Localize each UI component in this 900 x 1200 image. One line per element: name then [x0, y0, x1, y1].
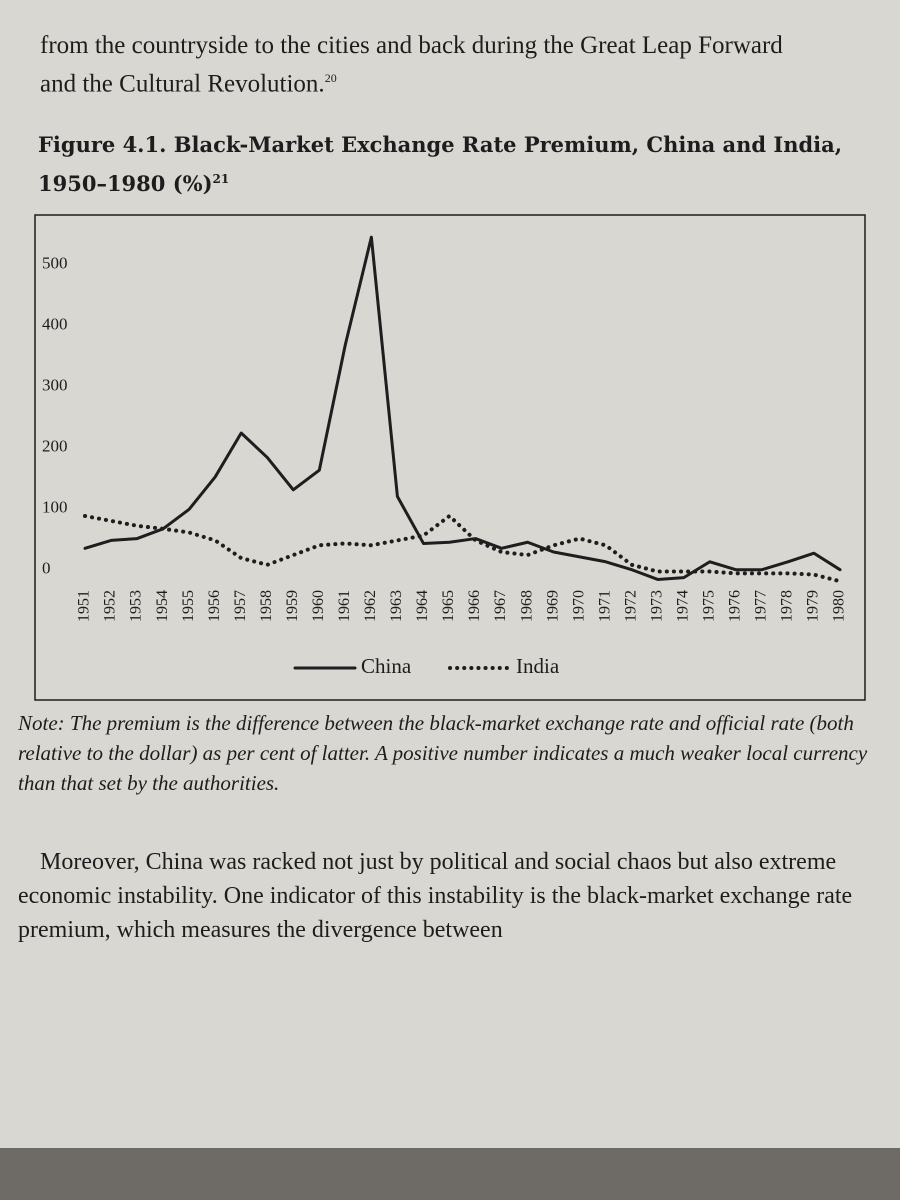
y-tick-label: 0	[42, 559, 51, 578]
x-tick-label: 1963	[388, 590, 405, 622]
footnote-ref: 21	[212, 172, 230, 186]
y-tick-label: 200	[42, 437, 68, 456]
x-tick-label: 1952	[102, 590, 119, 622]
x-tick-label: 1955	[180, 590, 197, 622]
x-tick-label: 1977	[753, 590, 770, 622]
body-text: and the Cultural Revolution.20	[40, 60, 337, 102]
series-line	[83, 514, 842, 584]
body-text: from the countryside to the cities and b…	[40, 32, 783, 59]
series-line	[83, 235, 842, 581]
y-tick-label: 500	[42, 254, 68, 273]
body-text: and the Cultural Revolution.	[40, 70, 325, 98]
y-tick-label: 400	[42, 315, 68, 334]
x-tick-label: 1979	[805, 590, 822, 622]
figure-title-text: Figure 4.1. Black-Market Exchange Rate P…	[38, 132, 843, 196]
chart-frame	[34, 214, 866, 701]
x-tick-label: 1962	[362, 590, 379, 622]
x-tick-label: 1971	[596, 590, 613, 622]
figure-title: Figure 4.1. Black-Market Exchange Rate P…	[38, 128, 868, 201]
x-tick-label: 1969	[544, 590, 561, 622]
x-tick-label: 1964	[414, 590, 431, 622]
x-tick-label: 1956	[206, 590, 223, 622]
x-tick-label: 1957	[232, 590, 249, 622]
footnote-ref: 20	[324, 71, 337, 85]
paragraph: Moreover, China was racked not just by p…	[18, 849, 853, 943]
x-tick-label: 1967	[492, 590, 509, 622]
x-tick-label: 1959	[284, 590, 301, 622]
floor	[0, 1148, 900, 1200]
x-tick-label: 1951	[76, 590, 93, 622]
x-tick-label: 1973	[648, 590, 665, 622]
x-tick-label: 1953	[128, 590, 145, 622]
y-tick-label: 100	[42, 498, 68, 517]
legend-label: India	[516, 654, 560, 678]
figure-note: Note: The premium is the difference betw…	[18, 711, 868, 795]
x-tick-label: 1968	[518, 590, 535, 622]
chart: 0 100 200 300 400 500 1951 1952 1953 1954 1955 1956…	[34, 214, 866, 701]
x-tick-label: 1961	[336, 590, 353, 622]
x-tick-label: 1958	[258, 590, 275, 622]
x-tick-label: 1978	[779, 590, 796, 622]
legend-label: China	[361, 654, 412, 678]
x-tick-label: 1954	[154, 590, 171, 622]
y-tick-label: 300	[42, 376, 68, 395]
x-tick-label: 1980	[831, 590, 848, 622]
x-tick-label: 1970	[570, 590, 587, 622]
x-tick-label: 1974	[674, 590, 691, 622]
x-tick-label: 1960	[310, 590, 327, 622]
x-tick-label: 1972	[622, 590, 639, 622]
x-tick-label: 1965	[440, 590, 457, 622]
x-tick-label: 1975	[700, 590, 717, 622]
x-tick-label: 1966	[466, 590, 483, 622]
x-tick-label: 1976	[727, 590, 744, 622]
